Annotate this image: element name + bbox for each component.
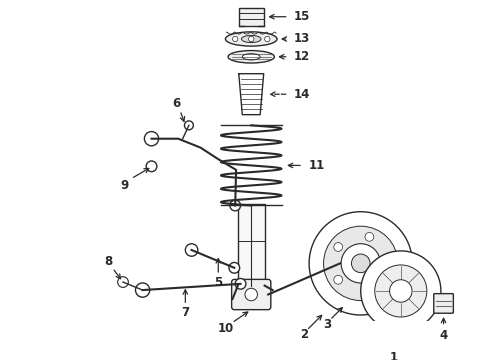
- Circle shape: [135, 283, 150, 297]
- Circle shape: [229, 262, 240, 273]
- Circle shape: [248, 36, 254, 42]
- Ellipse shape: [228, 50, 274, 63]
- Circle shape: [365, 285, 374, 294]
- Text: 5: 5: [214, 275, 222, 289]
- Bar: [238, 204, 265, 285]
- Circle shape: [384, 259, 393, 268]
- Text: 12: 12: [294, 50, 310, 63]
- Text: 4: 4: [440, 329, 448, 342]
- Text: 10: 10: [218, 322, 234, 335]
- Circle shape: [118, 277, 128, 287]
- Text: 6: 6: [172, 96, 180, 109]
- Circle shape: [341, 244, 380, 283]
- Text: 11: 11: [308, 159, 324, 172]
- FancyBboxPatch shape: [232, 279, 271, 310]
- Circle shape: [230, 200, 241, 211]
- Ellipse shape: [243, 54, 260, 60]
- Ellipse shape: [242, 35, 261, 42]
- Circle shape: [185, 244, 198, 256]
- Circle shape: [390, 280, 412, 302]
- Circle shape: [145, 132, 159, 146]
- Circle shape: [323, 226, 398, 301]
- Text: 13: 13: [294, 32, 310, 45]
- FancyBboxPatch shape: [434, 294, 453, 313]
- FancyBboxPatch shape: [239, 8, 264, 26]
- Text: 14: 14: [294, 88, 310, 101]
- Text: 2: 2: [300, 328, 308, 341]
- Circle shape: [334, 275, 343, 284]
- Circle shape: [334, 243, 343, 251]
- Circle shape: [361, 251, 441, 331]
- Circle shape: [351, 254, 370, 273]
- Circle shape: [233, 36, 238, 42]
- Circle shape: [365, 233, 374, 241]
- Circle shape: [375, 265, 427, 317]
- Circle shape: [184, 121, 194, 130]
- Text: 9: 9: [121, 179, 129, 192]
- Ellipse shape: [225, 32, 277, 46]
- Circle shape: [265, 36, 270, 42]
- Circle shape: [309, 212, 413, 315]
- Circle shape: [146, 161, 157, 172]
- Circle shape: [245, 288, 257, 301]
- Text: 7: 7: [181, 306, 190, 319]
- Circle shape: [235, 279, 246, 289]
- Text: 8: 8: [105, 255, 113, 268]
- Text: 1: 1: [390, 351, 398, 360]
- Text: 3: 3: [323, 318, 331, 331]
- Text: 15: 15: [294, 10, 310, 23]
